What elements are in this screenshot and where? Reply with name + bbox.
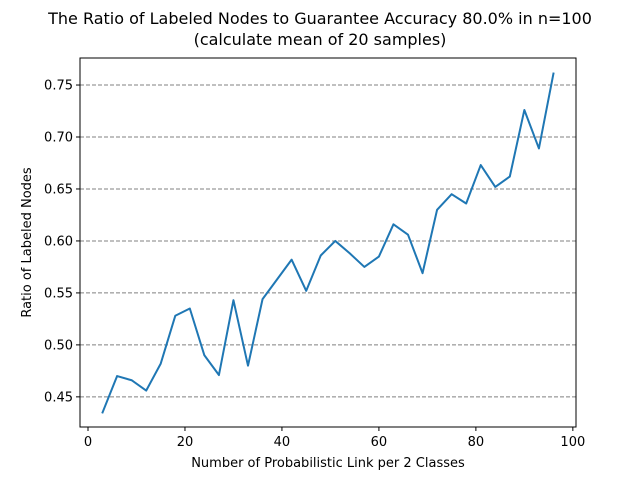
y-tick-label: 0.50: [44, 338, 73, 353]
data-point: [393, 224, 394, 225]
data-point: [524, 109, 525, 110]
data-point: [509, 176, 510, 177]
data-point: [291, 259, 292, 260]
data-point: [146, 390, 147, 391]
x-axis-label: Number of Probabilistic Link per 2 Class…: [191, 456, 465, 471]
data-point: [538, 148, 539, 149]
data-point: [160, 363, 161, 364]
data-point: [175, 315, 176, 316]
data-point: [247, 365, 248, 366]
data-point: [422, 273, 423, 274]
x-tick-label: 60: [371, 435, 388, 450]
x-axis-ticks: 0 20 40 60 80 100: [84, 427, 585, 450]
data-point: [480, 164, 481, 165]
y-tick-label: 0.60: [44, 234, 73, 249]
data-point: [262, 299, 263, 300]
data-point: [466, 203, 467, 204]
y-tick-label: 0.65: [44, 182, 73, 197]
y-axis-ticks: 0.45 0.50 0.55 0.60 0.65 0.70 0.75: [44, 79, 80, 405]
data-point: [349, 253, 350, 254]
y-tick-label: 0.70: [44, 130, 73, 145]
x-tick-label: 20: [177, 435, 194, 450]
y-tick-label: 0.45: [44, 390, 73, 405]
data-point: [553, 73, 554, 74]
y-tick-label: 0.55: [44, 286, 73, 301]
x-tick-label: 100: [560, 435, 585, 450]
series-layer: [101, 72, 555, 414]
chart-title: The Ratio of Labeled Nodes to Guarantee …: [47, 9, 592, 28]
x-tick-label: 40: [274, 435, 291, 450]
data-point: [407, 234, 408, 235]
data-point: [233, 300, 234, 301]
data-point: [378, 256, 379, 257]
series-line: [101, 72, 555, 414]
data-point: [189, 308, 190, 309]
chart-subtitle: (calculate mean of 20 samples): [194, 30, 447, 49]
y-tick-label: 0.75: [44, 79, 73, 94]
y-axis-label: Ratio of Labeled Nodes: [20, 167, 35, 318]
data-point: [131, 380, 132, 381]
data-point: [335, 240, 336, 241]
data-point: [495, 186, 496, 187]
grid-layer: [80, 84, 576, 398]
data-point: [306, 290, 307, 291]
data-point: [116, 375, 117, 376]
data-point: [451, 194, 452, 195]
plot-frame: [79, 57, 577, 428]
x-tick-label: 0: [84, 435, 92, 450]
data-point: [102, 412, 103, 413]
data-point: [320, 255, 321, 256]
x-tick-label: 80: [468, 435, 485, 450]
data-point: [204, 355, 205, 356]
data-point: [218, 374, 219, 375]
data-point: [276, 279, 277, 280]
data-point: [436, 209, 437, 210]
data-point: [364, 266, 365, 267]
